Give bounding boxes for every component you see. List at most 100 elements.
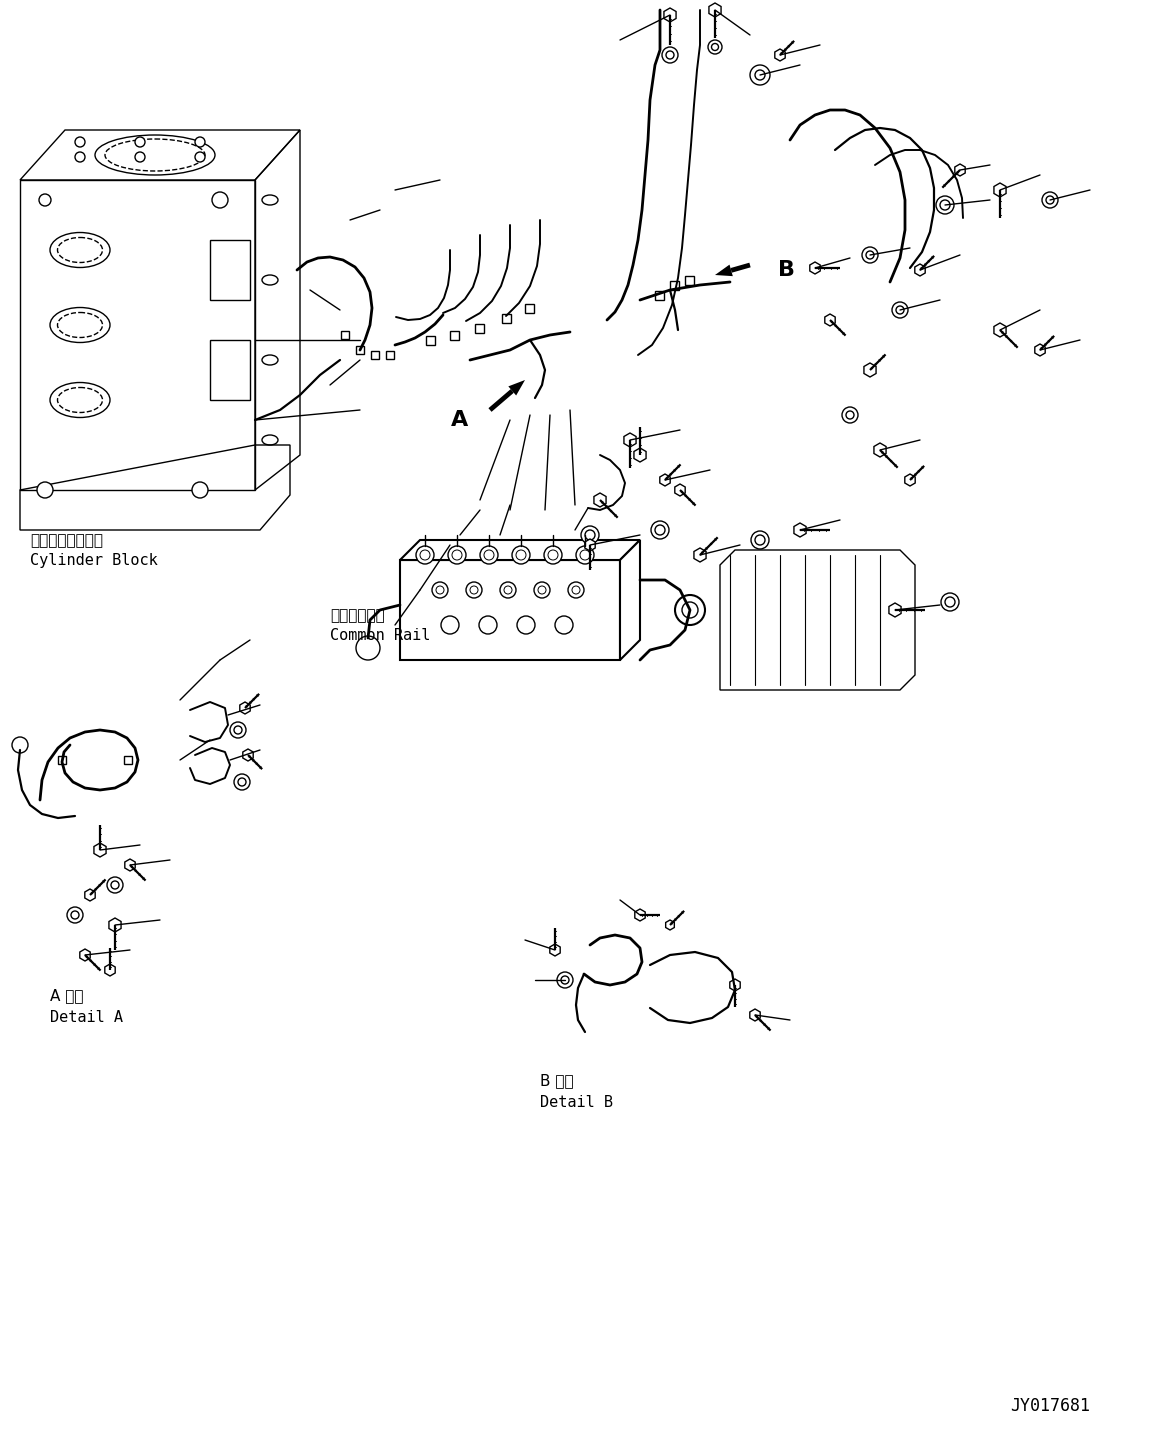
Circle shape bbox=[212, 192, 228, 207]
Circle shape bbox=[504, 586, 512, 593]
Circle shape bbox=[420, 551, 430, 561]
Bar bbox=[211, 340, 250, 400]
Circle shape bbox=[192, 482, 208, 498]
Text: A 詳細: A 詳細 bbox=[50, 988, 84, 1002]
Circle shape bbox=[941, 593, 959, 611]
Circle shape bbox=[557, 972, 573, 988]
Polygon shape bbox=[889, 603, 901, 616]
Polygon shape bbox=[825, 315, 835, 326]
Polygon shape bbox=[400, 561, 620, 661]
Circle shape bbox=[666, 51, 675, 59]
Polygon shape bbox=[594, 493, 606, 508]
Circle shape bbox=[651, 521, 669, 539]
Polygon shape bbox=[240, 702, 250, 714]
Circle shape bbox=[512, 546, 530, 563]
Circle shape bbox=[534, 582, 550, 598]
Circle shape bbox=[234, 774, 250, 789]
Polygon shape bbox=[488, 389, 514, 412]
Circle shape bbox=[135, 152, 145, 162]
Circle shape bbox=[555, 616, 573, 633]
Polygon shape bbox=[794, 523, 806, 538]
Text: Common Rail: Common Rail bbox=[330, 628, 430, 644]
Circle shape bbox=[238, 778, 247, 787]
Bar bbox=[211, 240, 250, 300]
Circle shape bbox=[37, 482, 53, 498]
Text: JY017681: JY017681 bbox=[1009, 1397, 1090, 1416]
Polygon shape bbox=[994, 323, 1006, 337]
Circle shape bbox=[40, 194, 51, 206]
Polygon shape bbox=[730, 980, 740, 991]
Circle shape bbox=[71, 911, 79, 919]
Circle shape bbox=[662, 47, 678, 63]
Bar bbox=[476, 323, 485, 333]
Circle shape bbox=[470, 586, 478, 593]
Circle shape bbox=[568, 582, 584, 598]
Circle shape bbox=[12, 736, 28, 754]
Circle shape bbox=[712, 43, 719, 50]
Circle shape bbox=[448, 546, 466, 563]
Circle shape bbox=[538, 586, 545, 593]
Bar bbox=[58, 756, 66, 764]
Circle shape bbox=[842, 408, 858, 423]
Circle shape bbox=[67, 907, 83, 922]
Circle shape bbox=[548, 551, 558, 561]
Circle shape bbox=[110, 881, 119, 889]
Circle shape bbox=[195, 137, 205, 147]
Polygon shape bbox=[659, 473, 670, 486]
Text: B: B bbox=[778, 260, 795, 280]
Circle shape bbox=[107, 877, 123, 892]
Circle shape bbox=[892, 302, 908, 317]
Circle shape bbox=[862, 247, 878, 263]
Polygon shape bbox=[105, 964, 115, 977]
Circle shape bbox=[866, 252, 875, 259]
Polygon shape bbox=[508, 380, 525, 396]
Bar bbox=[371, 350, 379, 359]
Circle shape bbox=[936, 196, 954, 214]
Circle shape bbox=[416, 546, 434, 563]
Circle shape bbox=[755, 70, 765, 80]
Bar bbox=[526, 303, 535, 313]
Bar bbox=[341, 330, 349, 339]
Circle shape bbox=[750, 64, 770, 84]
Polygon shape bbox=[775, 49, 785, 61]
Bar bbox=[356, 346, 364, 355]
Text: コモンレール: コモンレール bbox=[330, 608, 385, 623]
Bar bbox=[426, 336, 435, 345]
Circle shape bbox=[675, 595, 705, 625]
Circle shape bbox=[682, 602, 698, 618]
Circle shape bbox=[572, 586, 580, 593]
Circle shape bbox=[576, 546, 594, 563]
Circle shape bbox=[500, 582, 516, 598]
Polygon shape bbox=[94, 844, 106, 857]
Polygon shape bbox=[623, 433, 636, 448]
Bar bbox=[656, 290, 664, 299]
Polygon shape bbox=[675, 483, 685, 496]
Circle shape bbox=[230, 722, 247, 738]
Polygon shape bbox=[864, 363, 876, 378]
Circle shape bbox=[1042, 192, 1058, 207]
Circle shape bbox=[74, 137, 85, 147]
Polygon shape bbox=[994, 183, 1006, 197]
Circle shape bbox=[479, 616, 497, 633]
Polygon shape bbox=[109, 918, 121, 932]
Polygon shape bbox=[915, 265, 926, 276]
Circle shape bbox=[484, 551, 494, 561]
Polygon shape bbox=[955, 164, 965, 176]
Polygon shape bbox=[905, 473, 915, 486]
Circle shape bbox=[480, 546, 498, 563]
Circle shape bbox=[896, 306, 904, 315]
Polygon shape bbox=[124, 859, 135, 871]
Circle shape bbox=[516, 551, 526, 561]
Polygon shape bbox=[664, 9, 676, 21]
Polygon shape bbox=[1035, 345, 1046, 356]
Bar bbox=[671, 280, 679, 289]
Polygon shape bbox=[85, 889, 95, 901]
Circle shape bbox=[580, 551, 590, 561]
Circle shape bbox=[940, 200, 950, 210]
Circle shape bbox=[74, 152, 85, 162]
Circle shape bbox=[755, 535, 765, 545]
Text: A: A bbox=[451, 410, 469, 430]
Polygon shape bbox=[809, 262, 820, 275]
Circle shape bbox=[751, 531, 769, 549]
Polygon shape bbox=[634, 448, 647, 462]
